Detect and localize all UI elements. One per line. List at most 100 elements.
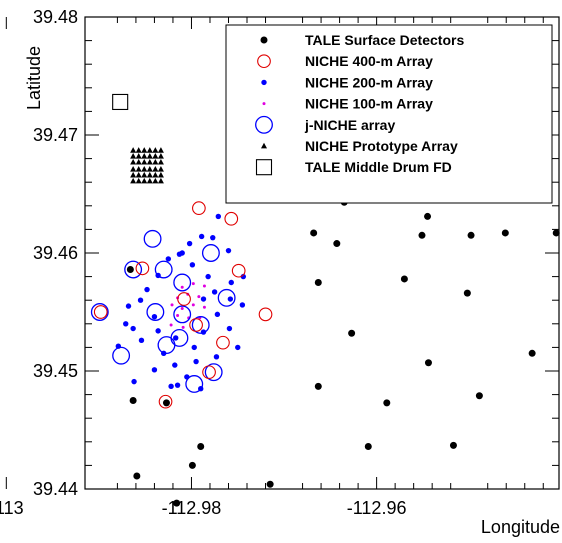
point-niche-prototype-array: [135, 153, 142, 159]
point-niche-200-m-array: [191, 344, 197, 351]
legend-marker-niche-prototype-array: [261, 142, 267, 149]
point-tale-surface-detectors: [424, 359, 432, 367]
point-niche-prototype-array: [157, 158, 164, 165]
point-niche-200-m-array: [225, 247, 232, 254]
point-niche-prototype-array: [135, 147, 142, 153]
point-j-niche-array: [90, 303, 109, 321]
point-niche-400-m-array: [216, 335, 230, 350]
point-niche-100-m-array: [176, 314, 180, 318]
point-niche-100-m-array: [170, 303, 174, 307]
point-niche-200-m-array: [186, 240, 193, 247]
point-j-niche-array: [173, 273, 192, 292]
point-niche-200-m-array: [125, 303, 132, 309]
x-tick-label: -113: [0, 498, 24, 518]
point-tale-surface-detectors: [418, 231, 426, 239]
point-niche-200-m-array: [228, 279, 234, 286]
point-tale-surface-detectors: [314, 382, 322, 390]
y-axis-title: Latitude: [24, 46, 44, 110]
legend-marker-j-niche-array: [255, 115, 273, 134]
point-niche-prototype-array: [130, 177, 137, 184]
point-niche-prototype-array: [130, 171, 137, 178]
x-tick-label: -112.96: [347, 498, 407, 518]
legend-entries: TALE Surface Detectors NICHE 400-m Array N…: [255, 32, 464, 176]
point-niche-prototype-array: [130, 147, 137, 153]
point-j-niche-array: [217, 288, 236, 307]
point-niche-100-m-array: [202, 284, 206, 288]
axis-ticks: [5, 16, 559, 490]
point-niche-prototype-array: [152, 177, 159, 184]
point-niche-100-m-array: [180, 285, 184, 289]
point-niche-prototype-array: [152, 153, 159, 159]
point-niche-200-m-array: [210, 234, 216, 241]
point-tale-surface-detectors: [364, 443, 372, 451]
point-tale-surface-detectors: [129, 397, 137, 404]
point-j-niche-array: [143, 229, 162, 248]
point-niche-200-m-array: [151, 367, 158, 373]
point-tale-surface-detectors: [501, 229, 509, 237]
x-tick-label: -112.98: [162, 498, 222, 518]
point-niche-200-m-array: [189, 262, 196, 268]
point-niche-400-m-array: [135, 261, 150, 276]
point-niche-prototype-array: [152, 147, 159, 153]
point-niche-prototype-array: [157, 166, 164, 172]
point-tale-surface-detectors: [266, 480, 274, 488]
point-niche-100-m-array: [181, 325, 185, 329]
point-niche-200-m-array: [200, 296, 207, 302]
point-niche-200-m-array: [123, 321, 129, 327]
y-tick-label: 39.48: [33, 7, 78, 27]
legend: TALE Surface Detectors NICHE 400-m Array N…: [225, 24, 553, 204]
point-tale-middle-drum-fd: [112, 93, 129, 111]
point-tale-surface-detectors: [197, 443, 205, 451]
point-j-niche-array: [191, 316, 210, 334]
legend-label-niche-prototype-array: NICHE Prototype Array: [305, 138, 458, 154]
point-niche-prototype-array: [146, 177, 153, 184]
point-niche-prototype-array: [135, 171, 142, 178]
point-tale-surface-detectors: [333, 240, 341, 248]
point-niche-200-m-array: [179, 250, 185, 256]
point-niche-prototype-array: [135, 166, 142, 172]
point-niche-prototype-array: [157, 171, 164, 178]
point-niche-prototype-array: [146, 158, 153, 165]
point-tale-surface-detectors: [314, 279, 322, 286]
point-niche-400-m-array: [202, 365, 216, 380]
point-niche-200-m-array: [226, 325, 233, 332]
point-niche-100-m-array: [202, 305, 206, 309]
point-niche-100-m-array: [191, 303, 195, 307]
series-tale-surface-detectors: [126, 176, 560, 507]
point-niche-200-m-array: [131, 378, 137, 385]
point-niche-400-m-array: [177, 292, 191, 306]
legend-label-j-niche-array: j-NICHE array: [304, 117, 395, 133]
point-j-niche-array: [201, 244, 220, 262]
y-tick-label: 39.47: [33, 125, 78, 145]
point-niche-prototype-array: [141, 171, 148, 178]
point-niche-200-m-array: [198, 233, 205, 240]
point-niche-200-m-array: [144, 286, 150, 293]
point-niche-200-m-array: [165, 256, 172, 262]
y-tick-label: 39.45: [33, 361, 78, 381]
point-niche-200-m-array: [235, 344, 241, 351]
point-niche-400-m-array: [231, 263, 246, 278]
point-niche-prototype-array: [152, 171, 159, 178]
point-niche-100-m-array: [180, 306, 184, 310]
point-niche-200-m-array: [184, 374, 190, 380]
point-tale-surface-detectors: [133, 472, 141, 480]
point-niche-200-m-array: [213, 354, 220, 360]
point-tale-surface-detectors: [467, 231, 475, 239]
point-niche-prototype-array: [152, 158, 159, 165]
point-niche-prototype-array: [135, 177, 142, 184]
point-j-niche-array: [173, 305, 192, 324]
point-niche-prototype-array: [146, 147, 153, 153]
point-niche-200-m-array: [168, 383, 174, 390]
point-j-niche-array: [124, 260, 143, 279]
legend-label-niche-400-m-array: NICHE 400-m Array: [305, 53, 433, 69]
point-j-niche-array: [204, 363, 223, 382]
point-niche-prototype-array: [141, 158, 148, 165]
point-tale-surface-detectors: [310, 229, 318, 237]
series-niche-prototype-array: [130, 147, 164, 184]
point-tale-surface-detectors: [126, 266, 134, 274]
point-niche-prototype-array: [146, 166, 153, 172]
point-niche-200-m-array: [137, 297, 144, 303]
point-niche-200-m-array: [173, 335, 179, 341]
point-tale-surface-detectors: [162, 399, 170, 407]
point-j-niche-array: [112, 346, 131, 365]
